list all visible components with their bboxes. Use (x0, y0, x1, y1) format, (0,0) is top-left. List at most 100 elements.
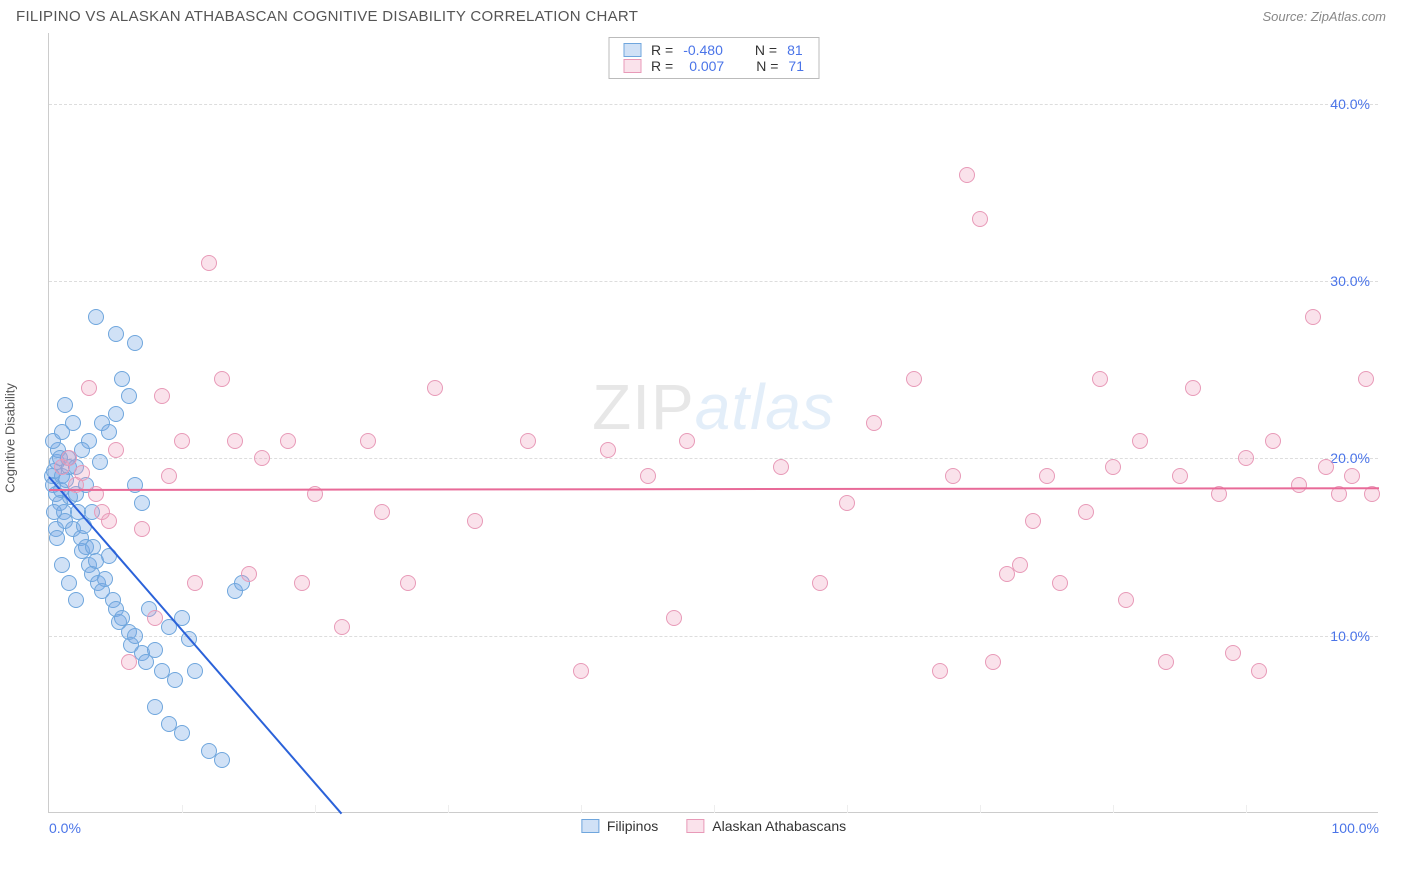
y-tick-label: 40.0% (1330, 96, 1370, 112)
swatch-filipinos (623, 43, 641, 57)
scatter-point (187, 575, 203, 591)
scatter-point (134, 495, 150, 511)
scatter-point (1078, 504, 1094, 520)
scatter-point (839, 495, 855, 511)
scatter-point (68, 592, 84, 608)
scatter-point (167, 672, 183, 688)
y-tick-label: 20.0% (1330, 450, 1370, 466)
scatter-point (1105, 459, 1121, 475)
scatter-point (467, 513, 483, 529)
scatter-point (121, 388, 137, 404)
scatter-point (46, 504, 62, 520)
scatter-point (1039, 468, 1055, 484)
scatter-point (187, 663, 203, 679)
scatter-point (959, 167, 975, 183)
legend-label-athabascans: Alaskan Athabascans (712, 818, 846, 834)
scatter-point (147, 642, 163, 658)
scatter-point (65, 415, 81, 431)
scatter-point (280, 433, 296, 449)
x-minor-tick (315, 805, 316, 813)
scatter-point (773, 459, 789, 475)
scatter-point (1052, 575, 1068, 591)
x-minor-tick (581, 805, 582, 813)
scatter-point (1358, 371, 1374, 387)
scatter-point (121, 654, 137, 670)
scatter-point (61, 575, 77, 591)
y-tick-label: 30.0% (1330, 273, 1370, 289)
chart-source: Source: ZipAtlas.com (1262, 9, 1386, 24)
legend-label-filipinos: Filipinos (607, 818, 658, 834)
scatter-point (127, 628, 143, 644)
watermark: ZIPatlas (592, 370, 835, 444)
scatter-point (1185, 380, 1201, 396)
scatter-point (866, 415, 882, 431)
scatter-point (214, 752, 230, 768)
scatter-point (573, 663, 589, 679)
scatter-point (108, 442, 124, 458)
scatter-point (101, 424, 117, 440)
scatter-point (1118, 592, 1134, 608)
legend-swatch-athabascans (686, 819, 704, 833)
x-minor-tick (448, 805, 449, 813)
n-value-1: 81 (787, 42, 803, 58)
scatter-point (88, 309, 104, 325)
scatter-point (57, 397, 73, 413)
r-label-1: R = (651, 42, 673, 58)
scatter-point (97, 571, 113, 587)
scatter-point (1265, 433, 1281, 449)
scatter-point (972, 211, 988, 227)
x-minor-tick (182, 805, 183, 813)
chart-header: FILIPINO VS ALASKAN ATHABASCAN COGNITIVE… (0, 0, 1406, 33)
scatter-point (1172, 468, 1188, 484)
correlation-row-2: R = 0.007 N = 71 (623, 58, 804, 74)
legend-item-athabascans: Alaskan Athabascans (686, 818, 846, 834)
scatter-point (174, 725, 190, 741)
correlation-row-1: R = -0.480 N = 81 (623, 42, 804, 58)
scatter-point (134, 521, 150, 537)
scatter-point (1025, 513, 1041, 529)
scatter-point (214, 371, 230, 387)
y-tick-label: 10.0% (1330, 628, 1370, 644)
grid-line-horizontal (49, 281, 1378, 282)
x-tick-label: 100.0% (1332, 820, 1379, 836)
r-value-1: -0.480 (683, 42, 723, 58)
trend-line (48, 477, 342, 815)
scatter-point (334, 619, 350, 635)
grid-line-horizontal (49, 636, 1378, 637)
n-label-2: N = (756, 58, 778, 74)
scatter-point (294, 575, 310, 591)
scatter-point (174, 433, 190, 449)
scatter-point (74, 442, 90, 458)
r-label-2: R = (651, 58, 673, 74)
scatter-point (666, 610, 682, 626)
scatter-point (945, 468, 961, 484)
scatter-point (1251, 663, 1267, 679)
scatter-point (985, 654, 1001, 670)
scatter-point (679, 433, 695, 449)
scatter-point (400, 575, 416, 591)
legend-swatch-filipinos (581, 819, 599, 833)
scatter-point (1291, 477, 1307, 493)
scatter-point (1344, 468, 1360, 484)
r-value-2: 0.007 (689, 58, 724, 74)
correlation-box: R = -0.480 N = 81 R = 0.007 N = 71 (608, 37, 819, 79)
chart-title: FILIPINO VS ALASKAN ATHABASCAN COGNITIVE… (16, 8, 638, 25)
scatter-point (108, 326, 124, 342)
scatter-point (1225, 645, 1241, 661)
n-value-2: 71 (788, 58, 804, 74)
watermark-zip: ZIP (592, 371, 695, 443)
scatter-point (254, 450, 270, 466)
scatter-point (427, 380, 443, 396)
scatter-point (61, 450, 77, 466)
scatter-point (81, 380, 97, 396)
bottom-legend: Filipinos Alaskan Athabascans (581, 818, 846, 834)
scatter-point (906, 371, 922, 387)
scatter-point (161, 468, 177, 484)
scatter-point (241, 566, 257, 582)
scatter-point (201, 255, 217, 271)
scatter-point (54, 557, 70, 573)
x-tick-label: 0.0% (49, 820, 81, 836)
plot-area: ZIPatlas R = -0.480 N = 81 R = 0.007 N =… (48, 33, 1378, 813)
scatter-point (640, 468, 656, 484)
x-minor-tick (1246, 805, 1247, 813)
